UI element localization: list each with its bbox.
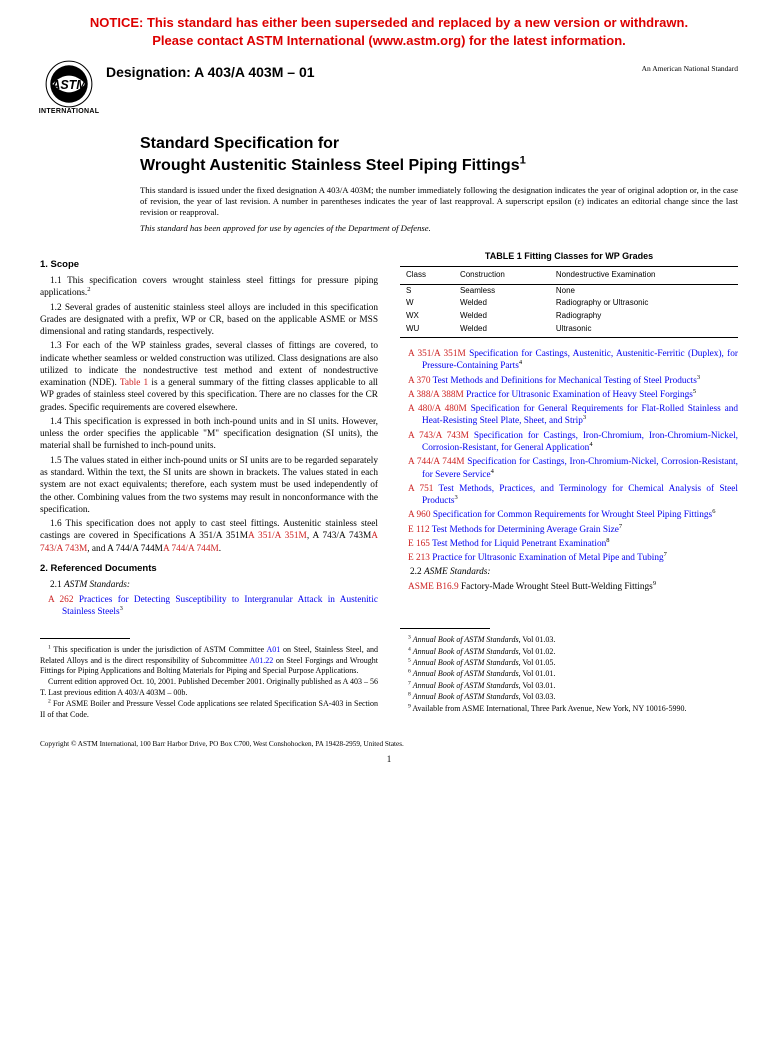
table-1-body: ClassConstructionNondestructive Examinat… [400, 266, 738, 338]
link-a0122[interactable]: A01.22 [249, 656, 273, 665]
footnote-2: 2 For ASME Boiler and Pressure Vessel Co… [40, 699, 378, 720]
section-2-heading: 2. Referenced Documents [40, 563, 378, 576]
link-a744[interactable]: A 744/A 744M [163, 544, 219, 554]
footnote-5: 5 Annual Book of ASTM Standards, Vol 01.… [400, 658, 738, 668]
document-title: Standard Specification for Wrought Auste… [140, 133, 738, 176]
designation: Designation: A 403/A 403M – 01 [106, 64, 315, 80]
para-1-4: 1.4 This specification is expressed in b… [40, 416, 378, 453]
svg-text:ASTM: ASTM [50, 79, 87, 93]
title-line2: Wrought Austenitic Stainless Steel Pipin… [140, 157, 520, 174]
footnote-rule-right [400, 628, 490, 629]
footnote-8: 8 Annual Book of ASTM Standards, Vol 03.… [400, 692, 738, 702]
logo-label: INTERNATIONAL [39, 108, 100, 115]
para-1-6: 1.6 This specification does not apply to… [40, 518, 378, 555]
para-1-3: 1.3 For each of the WP stainless grades,… [40, 340, 378, 414]
table-1-title: TABLE 1 Fitting Classes for WP Grades [400, 251, 738, 263]
ref-a960: A 960 Specification for Common Requireme… [400, 509, 738, 521]
table-1-link[interactable]: Table 1 [120, 378, 148, 388]
page-number: 1 [40, 754, 738, 764]
ref-a744: A 744/A 744M Specification for Castings,… [400, 456, 738, 481]
notice-line1: NOTICE: This standard has either been su… [90, 15, 688, 30]
intro-italic: This standard has been approved for use … [140, 223, 738, 233]
footnote-6: 6 Annual Book of ASTM Standards, Vol 01.… [400, 669, 738, 679]
para-1-2: 1.2 Several grades of austenitic stainle… [40, 302, 378, 339]
header-row: ASTM INTERNATIONAL Designation: A 403/A … [40, 58, 738, 115]
logo-block: ASTM INTERNATIONAL [40, 58, 98, 115]
astm-logo-icon: ASTM [43, 58, 95, 110]
table-1: TABLE 1 Fitting Classes for WP Grades Cl… [400, 251, 738, 339]
ref-a388: A 388/A 388M Practice for Ultrasonic Exa… [400, 389, 738, 401]
ans-note: An American National Standard [642, 64, 738, 73]
copyright-line: Copyright © ASTM International, 100 Barr… [40, 740, 738, 748]
notice-banner: NOTICE: This standard has either been su… [40, 14, 738, 50]
ref-e112: E 112 Test Methods for Determining Avera… [400, 524, 738, 536]
ref-a351: A 351/A 351M Specification for Castings,… [400, 348, 738, 373]
body-columns: 1. Scope 1.1 This specification covers w… [40, 251, 738, 619]
footnote-rule-left [40, 638, 130, 639]
notice-line2: Please contact ASTM International (www.a… [152, 33, 626, 48]
para-2-1: 2.1 ASTM Standards: [40, 579, 378, 591]
intro-paragraph: This standard is issued under the fixed … [140, 185, 738, 219]
ref-e165: E 165 Test Method for Liquid Penetrant E… [400, 538, 738, 550]
footnotes-columns: 1 This specification is under the jurisd… [40, 628, 738, 722]
footnote-7: 7 Annual Book of ASTM Standards, Vol 03.… [400, 681, 738, 691]
footnote-1: 1 This specification is under the jurisd… [40, 645, 378, 676]
ref-a480: A 480/A 480M Specification for General R… [400, 403, 738, 428]
link-a01[interactable]: A01 [267, 645, 281, 654]
footnote-1b: Current edition approved Oct. 10, 2001. … [40, 677, 378, 698]
footnote-4: 4 Annual Book of ASTM Standards, Vol 01.… [400, 647, 738, 657]
ref-e213: E 213 Practice for Ultrasonic Examinatio… [400, 552, 738, 564]
footnote-9: 9 Available from ASME International, Thr… [400, 704, 738, 714]
title-line1: Standard Specification for [140, 135, 339, 152]
ref-a370: A 370 Test Methods and Definitions for M… [400, 375, 738, 387]
ref-asme: ASME B16.9 Factory-Made Wrought Steel Bu… [400, 581, 738, 593]
ref-a262: A 262 Practices for Detecting Susceptibi… [40, 594, 378, 619]
footnote-3: 3 Annual Book of ASTM Standards, Vol 01.… [400, 635, 738, 645]
ref-a751: A 751 Test Methods, Practices, and Termi… [400, 483, 738, 508]
ref-a743: A 743/A 743M Specification for Castings,… [400, 430, 738, 455]
para-2-2: 2.2 ASME Standards: [400, 566, 738, 578]
link-a351[interactable]: A 351/A 351M [248, 531, 307, 541]
para-1-1: 1.1 This specification covers wrought st… [40, 275, 378, 300]
para-1-5: 1.5 The values stated in either inch-pou… [40, 455, 378, 516]
section-1-heading: 1. Scope [40, 259, 378, 272]
